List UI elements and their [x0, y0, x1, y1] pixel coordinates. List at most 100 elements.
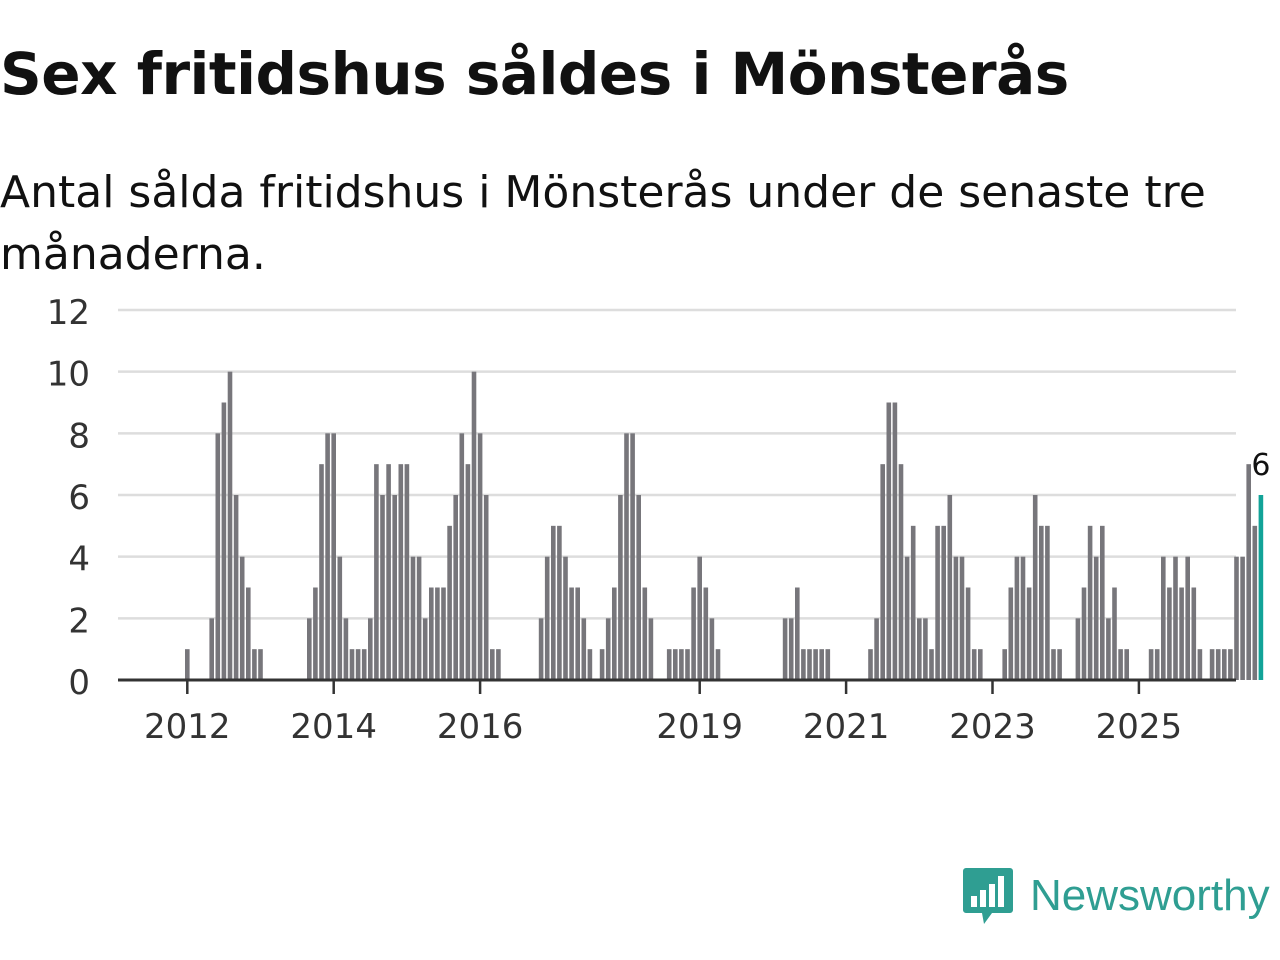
- bar: [636, 495, 641, 680]
- y-tick-label: 6: [68, 478, 90, 518]
- bar: [886, 402, 892, 680]
- bar: [624, 433, 629, 680]
- bar: [398, 464, 404, 680]
- bar: [1240, 556, 1245, 680]
- bar: [355, 649, 361, 680]
- bar: [1173, 556, 1178, 680]
- bar: [1045, 525, 1050, 680]
- bar: [368, 618, 373, 680]
- bar: [965, 587, 971, 680]
- y-tick-label: 8: [68, 416, 90, 456]
- bar: [1112, 587, 1117, 680]
- bar: [1154, 649, 1160, 680]
- bar: [227, 371, 233, 680]
- bar: [496, 649, 501, 680]
- bar: [819, 649, 824, 680]
- bar: [215, 433, 221, 680]
- bar: [435, 587, 440, 680]
- bar: [599, 649, 605, 680]
- bar: [648, 618, 654, 680]
- bar: [703, 587, 709, 680]
- bar: [612, 587, 617, 680]
- bar: [898, 464, 904, 680]
- x-tick-label: 2012: [144, 707, 231, 747]
- bar: [441, 587, 446, 680]
- bar: [447, 525, 452, 680]
- bar: [782, 618, 788, 680]
- newsworthy-logo-icon: [963, 868, 1013, 924]
- bar: [868, 649, 873, 680]
- bar: [929, 649, 934, 680]
- bar: [1106, 618, 1111, 680]
- bar: [246, 587, 251, 680]
- bar: [319, 464, 324, 680]
- x-tick-label: 2023: [949, 707, 1036, 747]
- x-tick-label: 2025: [1096, 707, 1183, 747]
- bar: [959, 556, 965, 680]
- bar: [807, 649, 812, 680]
- bar: [941, 525, 946, 680]
- bar: [343, 618, 349, 680]
- bar: [1179, 587, 1184, 680]
- bar: [392, 495, 397, 680]
- bar: [258, 649, 263, 680]
- bar: [563, 556, 568, 680]
- bar: [971, 649, 977, 680]
- bar: [325, 433, 330, 680]
- bar: [825, 649, 831, 680]
- bar: [337, 556, 343, 680]
- bar: [892, 402, 898, 680]
- bar: [239, 556, 245, 680]
- bar: [1002, 649, 1007, 680]
- bar: [1026, 587, 1032, 680]
- bar: [679, 649, 684, 680]
- bar: [795, 587, 800, 680]
- y-tick-label: 2: [68, 601, 90, 641]
- bar: [935, 525, 940, 680]
- bar: [544, 556, 550, 680]
- bar: [1081, 587, 1087, 680]
- bar: [788, 618, 794, 680]
- bar: [459, 433, 465, 680]
- bar: [1167, 587, 1172, 680]
- bar: [953, 556, 959, 680]
- bar: [538, 618, 544, 680]
- bar: [709, 618, 715, 680]
- bar: [673, 649, 678, 680]
- bar: [410, 556, 416, 680]
- y-tick-label: 12: [47, 293, 90, 333]
- bar: [618, 495, 623, 680]
- bar: [1197, 649, 1203, 680]
- bar: [1093, 556, 1099, 680]
- bar: [422, 618, 428, 680]
- bar: [697, 556, 702, 680]
- bar: [477, 433, 483, 680]
- bar: [483, 495, 489, 680]
- y-tick-label: 10: [47, 355, 90, 395]
- bar: [490, 649, 495, 680]
- bar: [1100, 525, 1105, 680]
- bar: [374, 464, 379, 680]
- bar: [1020, 556, 1026, 680]
- bar: [221, 402, 227, 680]
- bar: [307, 618, 312, 680]
- bar: [813, 649, 818, 680]
- bar: [1215, 649, 1221, 680]
- bar: [642, 587, 648, 680]
- bar: [1209, 649, 1215, 680]
- bar: [1057, 649, 1062, 680]
- bar: [416, 556, 422, 680]
- bar: [1032, 495, 1038, 680]
- bar: [1246, 464, 1251, 680]
- bar: [471, 371, 477, 680]
- bar: [1161, 556, 1166, 680]
- bar: [605, 618, 611, 680]
- brand-logo: Newsworthy: [962, 866, 1270, 926]
- y-tick-label: 0: [68, 663, 90, 703]
- bar: [947, 495, 953, 680]
- bar: [404, 464, 410, 680]
- bar: [630, 433, 635, 680]
- bar: [1148, 649, 1154, 680]
- bar: [1087, 525, 1093, 680]
- bar: [209, 618, 214, 680]
